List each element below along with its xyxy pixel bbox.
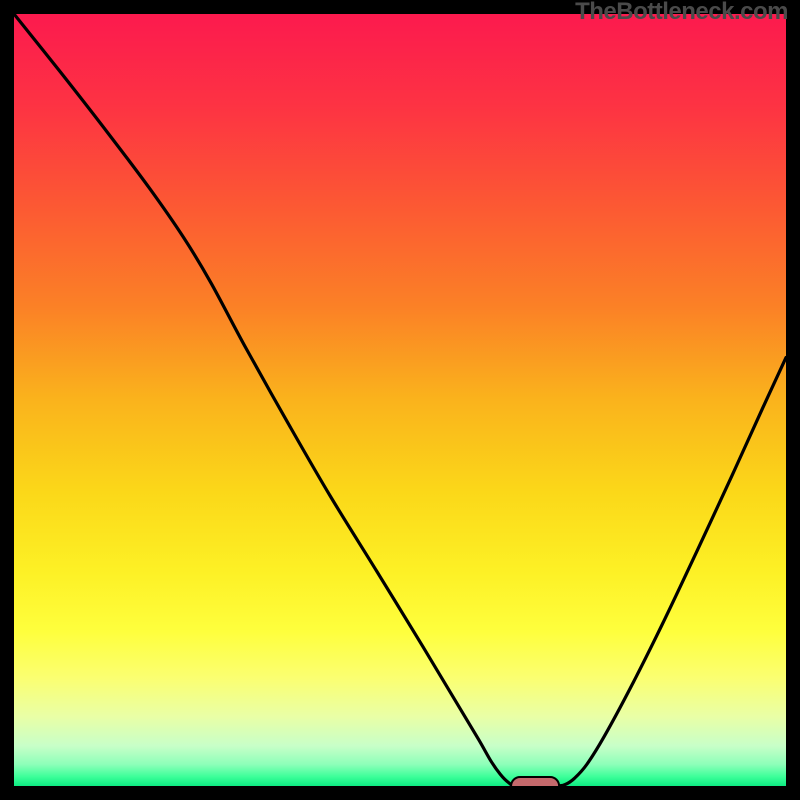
chart-svg xyxy=(14,14,786,786)
attribution-watermark: TheBottleneck.com xyxy=(575,0,788,26)
chart-gradient-background xyxy=(14,14,786,786)
chart-plot-area xyxy=(14,14,786,786)
chart-minimum-marker xyxy=(511,777,559,786)
